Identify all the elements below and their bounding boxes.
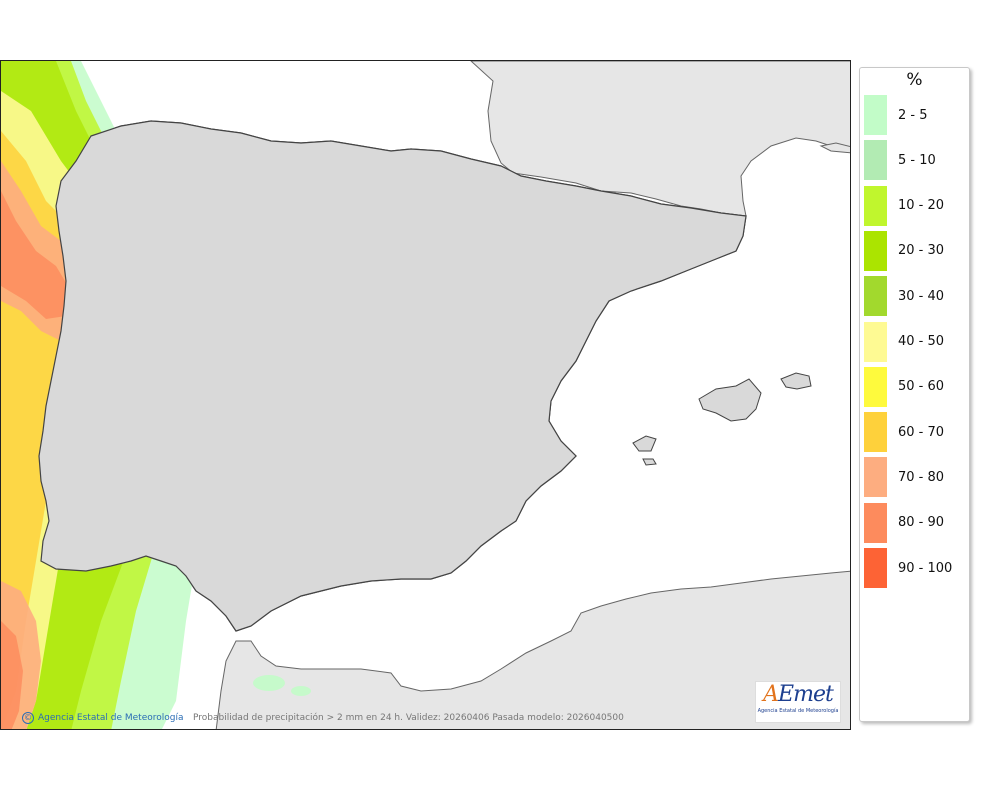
formentera-land — [642, 458, 657, 466]
forecast-map — [0, 60, 851, 730]
legend-item: 40 - 50 — [864, 321, 945, 362]
legend-label: 2 - 5 — [898, 107, 928, 123]
legend-item: 30 - 40 — [864, 276, 945, 317]
logo-subtitle: Agencia Estatal de Meteorología — [757, 708, 839, 714]
legend-swatch — [864, 321, 887, 362]
legend-label: 90 - 100 — [898, 560, 953, 576]
legend-swatch — [864, 412, 887, 453]
legend-label: 80 - 90 — [898, 515, 945, 531]
mallorca-land — [698, 378, 762, 422]
aemet-logo: AEmet Agencia Estatal de Meteorología — [755, 681, 841, 723]
band-south-80-90 — [1, 621, 23, 729]
legend-item: 60 - 70 — [864, 412, 945, 453]
legend-title: % — [906, 70, 923, 90]
legend-swatch — [864, 366, 887, 407]
map-svg — [1, 61, 850, 729]
menorca-land — [780, 372, 812, 390]
legend-label: 5 - 10 — [898, 152, 936, 168]
legend-item: 70 - 80 — [864, 457, 945, 498]
legend-label: 30 - 40 — [898, 288, 945, 304]
corsica-land — [819, 142, 850, 154]
africa-land — [215, 570, 850, 729]
legend-swatch — [864, 457, 887, 498]
legend-label: 20 - 30 — [898, 243, 945, 259]
legend-label: 60 - 70 — [898, 424, 945, 440]
legend-item: 10 - 20 — [864, 185, 945, 226]
france-land — [470, 61, 850, 217]
legend-label: 10 - 20 — [898, 198, 945, 214]
copyright-icon: © — [22, 712, 34, 724]
patch-morocco-2 — [291, 686, 311, 696]
legend-panel: % 2 - 5 5 - 10 10 - 20 20 - 30 30 - 40 40 - 5… — [859, 67, 970, 722]
map-caption: Probabilidad de precipitación > 2 mm en … — [193, 713, 624, 723]
legend-swatch — [864, 185, 887, 226]
legend-swatch — [864, 230, 887, 271]
legend-swatch — [864, 548, 887, 588]
patch-morocco-1 — [253, 675, 285, 691]
legend-label: 70 - 80 — [898, 469, 945, 485]
logo-mark: AEmet — [763, 682, 834, 707]
legend-swatch — [864, 140, 887, 181]
legend-swatch — [864, 95, 887, 135]
legend-item: 50 - 60 — [864, 366, 945, 407]
legend-item: 90 - 100 — [864, 548, 952, 588]
band-80-90 — [1, 191, 71, 319]
legend-item: 80 - 90 — [864, 502, 945, 543]
legend-item: 2 - 5 — [864, 95, 928, 135]
legend-label: 40 - 50 — [898, 334, 945, 349]
legend-item: 20 - 30 — [864, 230, 945, 271]
credit-line: © Agencia Estatal de Meteorología — [22, 712, 184, 724]
legend-swatch — [864, 276, 887, 317]
legend-swatch — [864, 502, 887, 543]
credit-text: Agencia Estatal de Meteorología — [38, 713, 184, 723]
legend-item: 5 - 10 — [864, 140, 936, 181]
ibiza-land — [632, 435, 657, 452]
legend-label: 50 - 60 — [898, 379, 945, 395]
